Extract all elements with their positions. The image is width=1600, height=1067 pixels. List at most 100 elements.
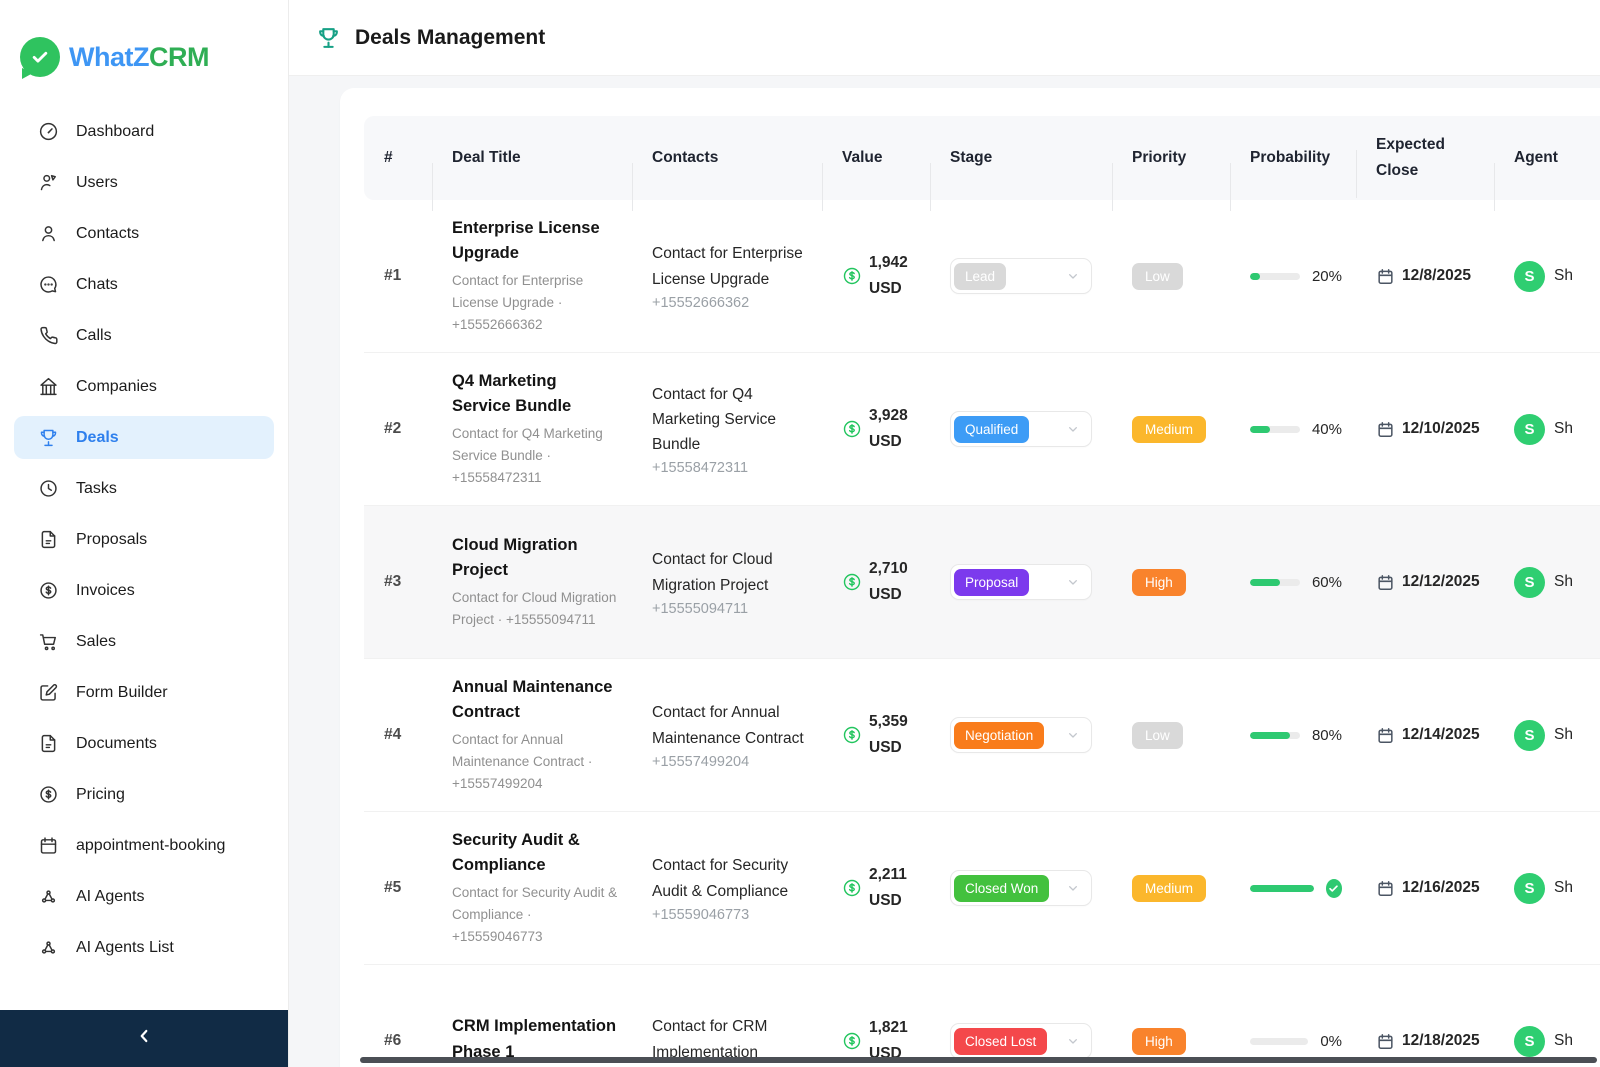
probability-label: 80% xyxy=(1311,726,1342,744)
dollar-circle-icon xyxy=(842,572,862,592)
sidebar-item-proposals[interactable]: Proposals xyxy=(14,518,274,561)
stage-pill: Proposal xyxy=(954,568,1030,596)
dollar-icon xyxy=(38,580,59,601)
stage-select[interactable]: Closed Lost xyxy=(950,1023,1092,1059)
phone-icon xyxy=(38,325,59,346)
table-row: #3 Cloud Migration Project Contact for C… xyxy=(364,506,1600,659)
deal-value: 2,710 xyxy=(869,559,908,577)
deal-title: Enterprise License Upgrade xyxy=(452,218,600,263)
row-index: #2 xyxy=(384,420,402,437)
agent-avatar: S xyxy=(1514,566,1545,598)
brand-name: WhatZCRM xyxy=(69,41,209,72)
sidebar-item-users[interactable]: Users xyxy=(14,161,274,204)
stage-select[interactable]: Qualified xyxy=(950,411,1092,447)
trophy-icon xyxy=(38,427,59,448)
contact-phone: +15558472311 xyxy=(652,460,749,477)
expected-close-date: 12/16/2025 xyxy=(1402,879,1480,896)
table-row: #2 Q4 Marketing Service Bundle Contact f… xyxy=(364,353,1600,506)
agent-name: Sh xyxy=(1554,573,1573,590)
horizontal-scrollbar[interactable] xyxy=(360,1057,1597,1063)
sidebar-item-documents[interactable]: Documents xyxy=(14,722,274,765)
sidebar-item-form-builder[interactable]: Form Builder xyxy=(14,671,274,714)
row-index: #6 xyxy=(384,1032,402,1049)
sidebar-item-label: Tasks xyxy=(76,479,117,497)
deal-currency: USD xyxy=(869,1045,902,1062)
stage-select[interactable]: Closed Won xyxy=(950,870,1092,906)
priority-badge: High xyxy=(1132,568,1186,596)
stage-pill: Closed Lost xyxy=(954,1027,1048,1055)
table-body: #1 Enterprise License Upgrade Contact fo… xyxy=(364,200,1600,1067)
probability-bar xyxy=(1250,884,1314,892)
stage-select[interactable]: Proposal xyxy=(950,564,1092,600)
brand-logo[interactable]: WhatZCRM xyxy=(0,0,288,90)
agent-name: Sh xyxy=(1554,420,1573,437)
probability-bar xyxy=(1250,578,1300,586)
sidebar-item-label: Sales xyxy=(76,632,117,650)
sidebar-item-invoices[interactable]: Invoices xyxy=(14,569,274,612)
probability-bar xyxy=(1250,731,1300,739)
deal-title: Annual Maintenance Contract xyxy=(452,677,613,722)
chat-icon xyxy=(38,274,59,295)
deal-subtitle: Contact for Cloud Migration Project · +1… xyxy=(452,589,617,628)
column-header-expected-close: Expected Close xyxy=(1356,132,1494,198)
clock-icon xyxy=(38,478,59,499)
deal-value: 1,942 xyxy=(869,253,908,271)
sidebar-item-deals[interactable]: Deals xyxy=(14,416,274,459)
probability-cell: 40% xyxy=(1230,421,1356,438)
stage-select[interactable]: Negotiation xyxy=(950,717,1092,753)
contact-icon xyxy=(38,223,59,244)
sidebar-item-ai-agents-list[interactable]: AI Agents List xyxy=(14,926,274,969)
contact-phone: +15552666362 xyxy=(652,294,750,311)
sidebar-item-pricing[interactable]: Pricing xyxy=(14,773,274,816)
contact-name: Contact for Enterprise License Upgrade xyxy=(652,245,803,288)
sidebar-item-sales[interactable]: Sales xyxy=(14,620,274,663)
sidebar-collapse-button[interactable] xyxy=(0,1010,288,1067)
deal-subtitle: Contact for Q4 Marketing Service Bundle … xyxy=(452,425,603,486)
sidebar-item-chats[interactable]: Chats xyxy=(14,263,274,306)
probability-cell: 80% xyxy=(1230,727,1356,744)
agent-name: Sh xyxy=(1554,726,1573,743)
agent-avatar: S xyxy=(1514,719,1545,751)
probability-label: 0% xyxy=(1320,1032,1342,1050)
sidebar-item-tasks[interactable]: Tasks xyxy=(14,467,274,510)
chevron-down-icon xyxy=(1065,574,1081,590)
column-header-probability: Probability xyxy=(1230,145,1356,212)
contact-phone: +15555094711 xyxy=(652,600,749,617)
sidebar-item-contacts[interactable]: Contacts xyxy=(14,212,274,255)
agent-avatar: S xyxy=(1514,872,1545,904)
contact-phone: +15557499204 xyxy=(652,753,750,770)
chevron-left-icon xyxy=(133,1025,155,1052)
file-icon xyxy=(38,733,59,754)
sidebar-item-label: Companies xyxy=(76,377,157,395)
dashboard-icon xyxy=(38,121,59,142)
agent-name: Sh xyxy=(1554,1032,1573,1049)
calendar-icon xyxy=(1376,573,1395,592)
priority-badge: Low xyxy=(1132,262,1183,290)
deal-value: 2,211 xyxy=(869,865,907,883)
sidebar-item-ai-agents[interactable]: AI Agents xyxy=(14,875,274,918)
table-header-row: # Deal Title Contacts Value Stage Priority Pro… xyxy=(364,116,1600,212)
sidebar-item-appointment-booking[interactable]: appointment-booking xyxy=(14,824,274,867)
calendar-icon xyxy=(1376,1032,1395,1051)
chevron-down-icon xyxy=(1065,880,1081,896)
column-header-agent: Agent xyxy=(1494,145,1600,212)
sidebar-item-calls[interactable]: Calls xyxy=(14,314,274,357)
dollar-circle-icon xyxy=(842,1031,862,1051)
sidebar-item-label: Invoices xyxy=(76,581,135,599)
deal-value: 3,928 xyxy=(869,406,908,424)
deal-currency: USD xyxy=(869,586,902,603)
agent-avatar: S xyxy=(1514,260,1545,292)
sidebar-item-companies[interactable]: Companies xyxy=(14,365,274,408)
stage-select[interactable]: Lead xyxy=(950,258,1092,294)
sidebar-item-dashboard[interactable]: Dashboard xyxy=(14,110,274,153)
table-row: #5 Security Audit & Compliance Contact f… xyxy=(364,812,1600,965)
row-index: #4 xyxy=(384,726,402,743)
deal-subtitle: Contact for Annual Maintenance Contract … xyxy=(452,731,593,792)
probability-label: 60% xyxy=(1311,573,1342,591)
chat-check-icon xyxy=(20,37,60,77)
column-header-stage: Stage xyxy=(930,145,1112,212)
sidebar: WhatZCRM Dashboard Users Contacts Chats … xyxy=(0,0,289,1067)
calendar-icon xyxy=(1376,879,1395,898)
page-title: Deals Management xyxy=(355,25,546,49)
